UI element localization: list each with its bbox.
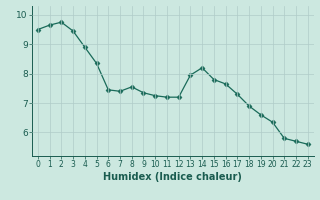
X-axis label: Humidex (Indice chaleur): Humidex (Indice chaleur) [103, 172, 242, 182]
